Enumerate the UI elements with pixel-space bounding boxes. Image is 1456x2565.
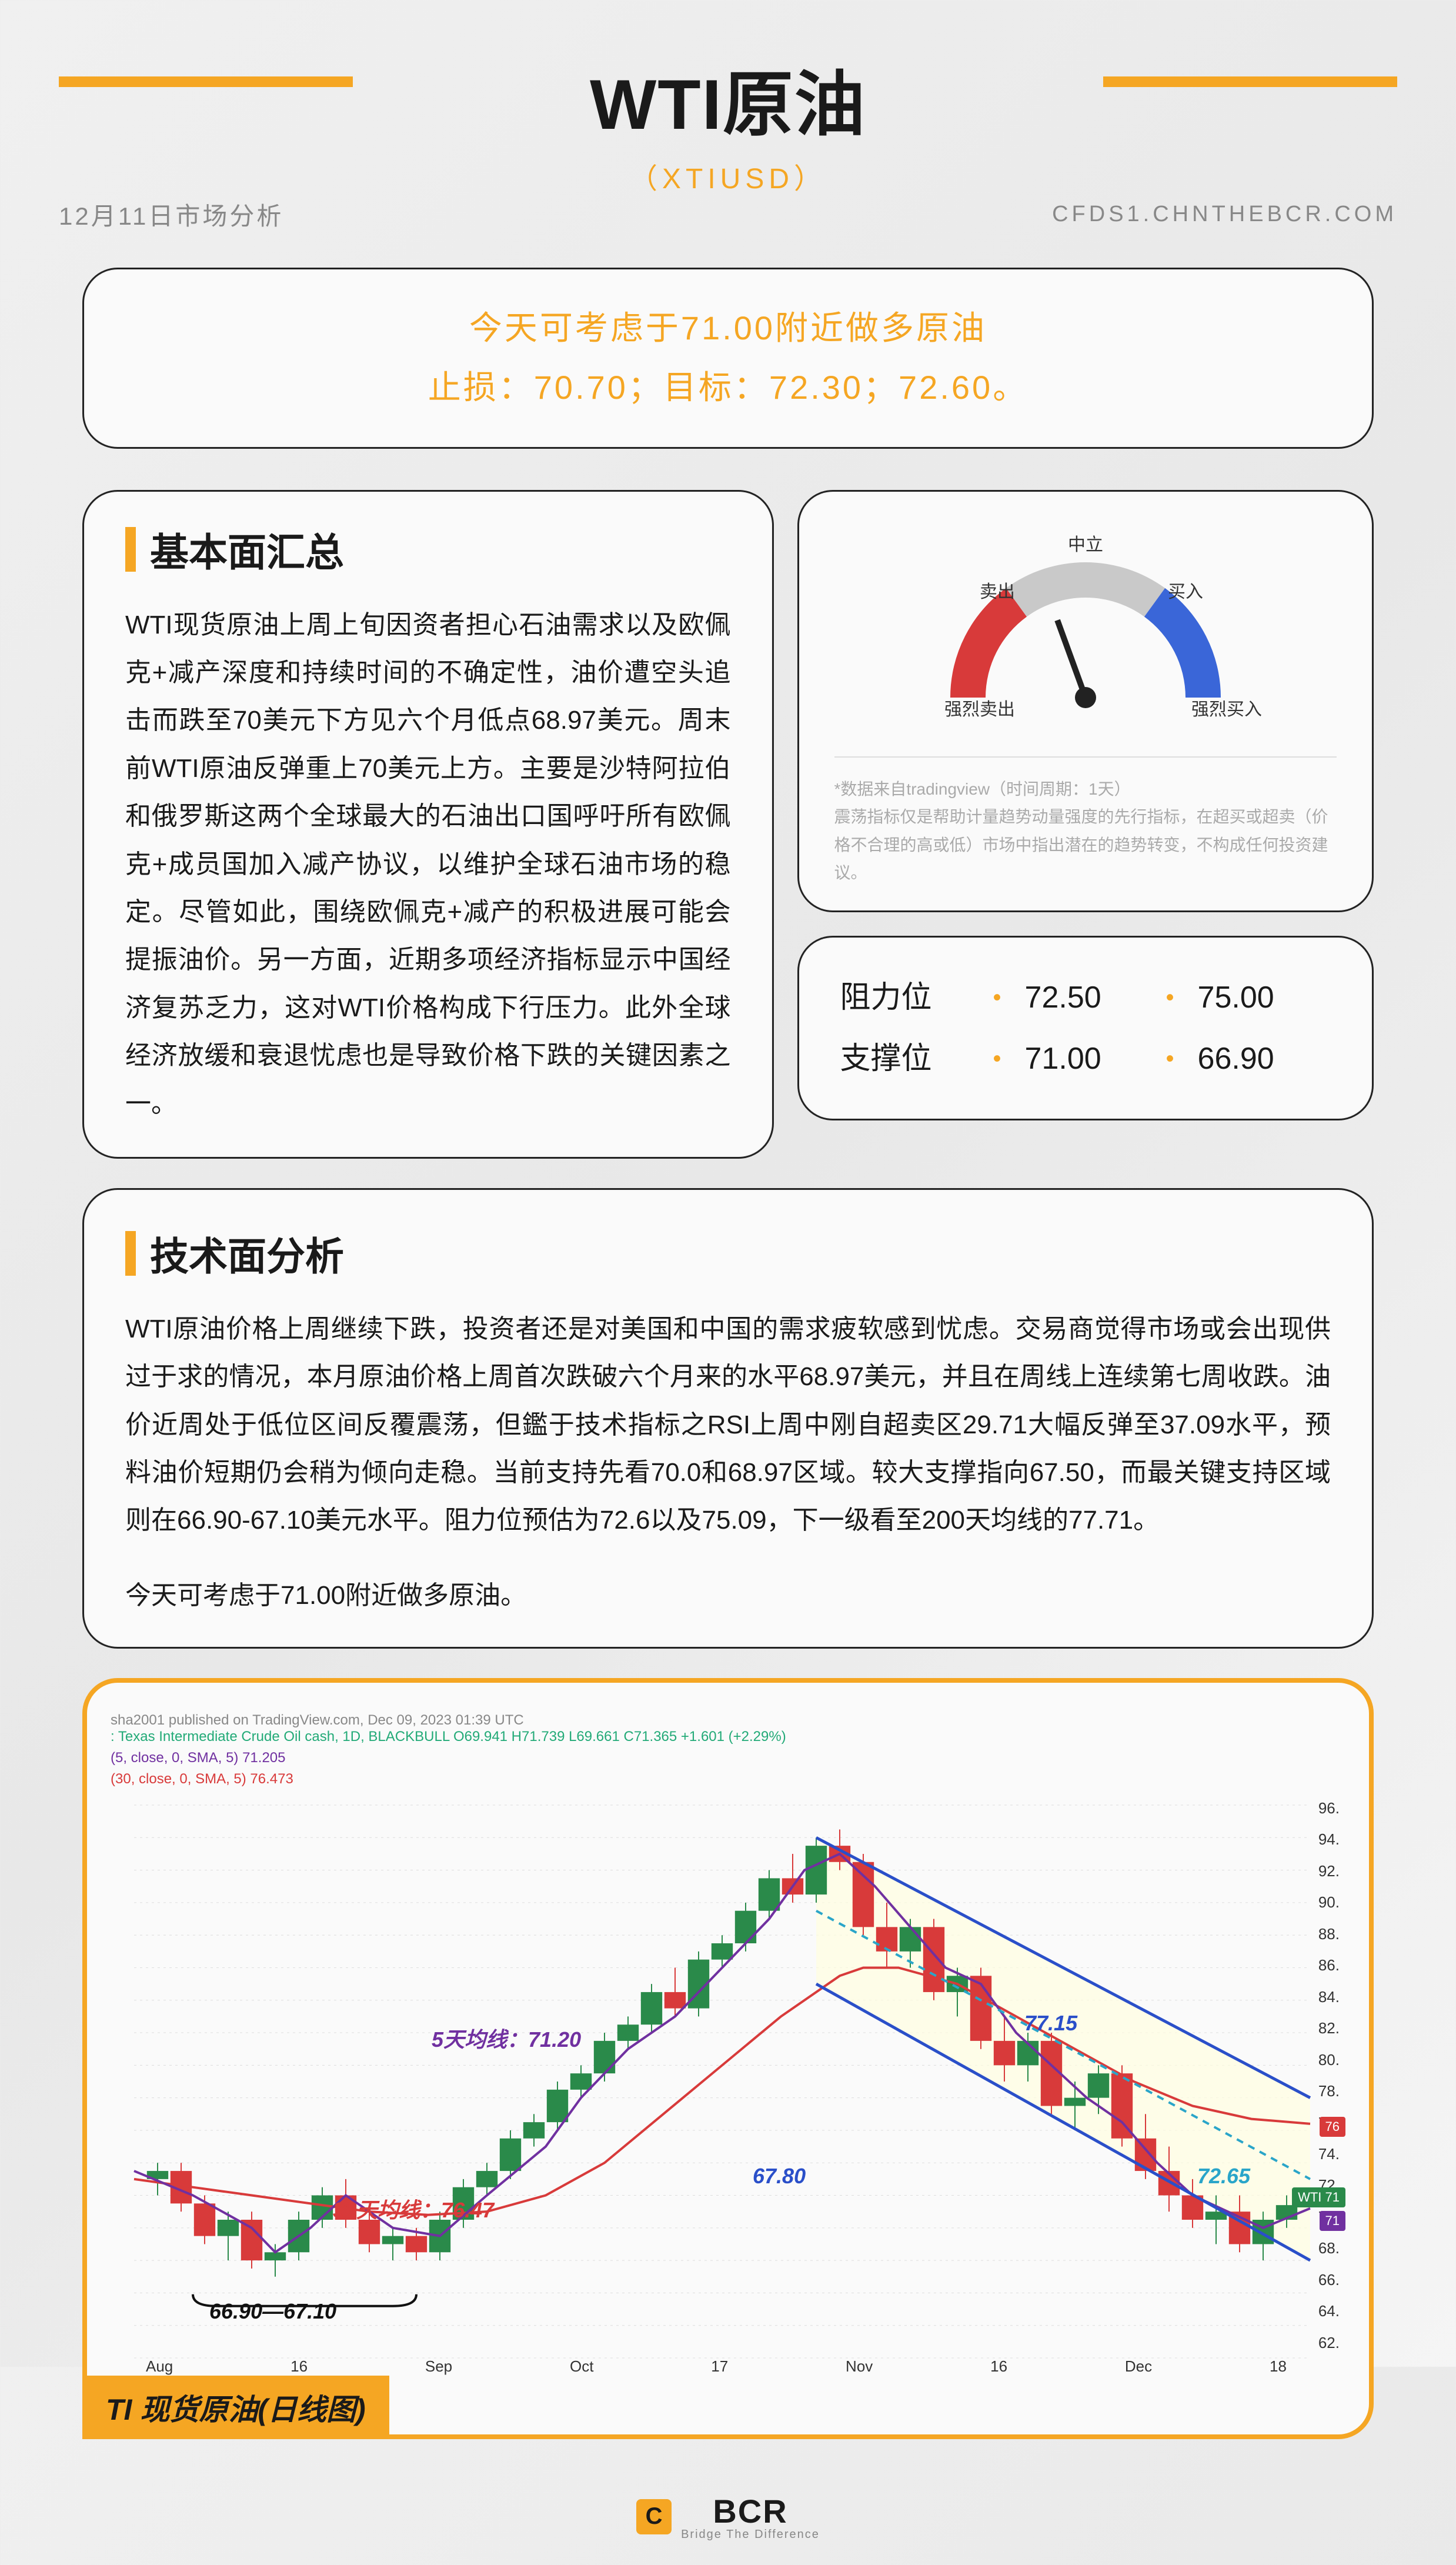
page-subtitle: （XTIUSD） <box>376 155 1080 196</box>
svg-text:强烈买入: 强烈买入 <box>1191 700 1262 719</box>
chart-annotation: 5天均线：71.20 <box>432 2023 581 2053</box>
site-url: CFDS1.CHNTHEBCR.COM <box>951 202 1397 227</box>
support-1: 71.00 <box>1025 1028 1143 1089</box>
chart-source: sha2001 published on TradingView.com, De… <box>111 1712 1345 1729</box>
levels-card: 阻力位 • 72.50 • 75.00 支撑位 • 71.00 • 66.90 <box>797 936 1374 1120</box>
bullet-icon: • <box>993 1035 1001 1082</box>
fundamentals-title: 基本面汇总 <box>150 521 344 578</box>
rec-line1: 今天可考虑于71.00附近做多原油 <box>125 299 1331 358</box>
logo-tagline: Bridge The Difference <box>681 2528 820 2541</box>
date-label: 12月11日市场分析 <box>59 196 505 232</box>
technical-text: WTI原油价格上周继续下跌，投资者还是对美国和中国的需求疲软感到忧虑。交易商觉得… <box>125 1305 1331 1545</box>
bullet-icon: • <box>1166 974 1174 1021</box>
price-tag: 71 <box>1320 2211 1345 2231</box>
support-label: 支撑位 <box>840 1028 970 1089</box>
y-axis: 96.94.92.90.88.86.84.82.80.78.76.74.72.7… <box>1293 1799 1340 2352</box>
resistance-1: 72.50 <box>1025 967 1143 1028</box>
page-title: WTI原油 <box>376 47 1080 149</box>
svg-text:买入: 买入 <box>1168 582 1203 602</box>
fundamentals-text: WTI现货原油上周上旬因资者担心石油需求以及欧佩克+减产深度和持续时间的不确定性… <box>125 601 731 1128</box>
accent-bar-left <box>59 76 353 87</box>
gauge-disclaimer: 震荡指标仅是帮助计量趋势动量强度的先行指标，在超买或超卖（价格不合理的高或低）市… <box>834 803 1337 887</box>
title-bar-icon <box>125 527 136 572</box>
bullet-icon: • <box>1166 1035 1174 1082</box>
chart-annotation: 67.80 <box>753 2164 806 2189</box>
resistance-2: 75.00 <box>1198 967 1315 1028</box>
title-bar-icon <box>125 1231 136 1276</box>
svg-text:卖出: 卖出 <box>980 582 1015 602</box>
logo-icon: C <box>636 2499 672 2534</box>
gauge-source: *数据来自tradingview（时间周期：1天） <box>834 775 1337 803</box>
chart-card: sha2001 published on TradingView.com, De… <box>82 1678 1374 2439</box>
logo-text: BCR <box>681 2492 820 2530</box>
rec-line2: 止损：70.70；目标：72.30；72.60。 <box>125 358 1331 418</box>
recommendation-card: 今天可考虑于71.00附近做多原油 止损：70.70；目标：72.30；72.6… <box>82 268 1374 449</box>
accent-bar-right <box>1103 76 1397 87</box>
chart-annotation: 66.90—67.10 <box>209 2299 336 2324</box>
chart-sma30: (30, close, 0, SMA, 5) 76.473 <box>111 1771 1345 1787</box>
price-tag: WTI 71 <box>1292 2187 1345 2207</box>
x-axis: Aug16SepOct17Nov16Dec18 <box>146 2357 1287 2376</box>
price-tag: 76 <box>1320 2117 1345 2137</box>
gauge-card: 强烈卖出 卖出 中立买入强烈买入 *数据来自tradingview（时间周期：1天）… <box>797 490 1374 912</box>
chart-annotation: 72.65 <box>1197 2164 1250 2189</box>
chart-badge: TI 现货原油(日线图) <box>82 2376 389 2439</box>
technical-title: 技术面分析 <box>150 1225 344 1282</box>
resistance-label: 阻力位 <box>840 967 970 1028</box>
technical-footer: 今天可考虑于71.00附近做多原油。 <box>125 1574 1331 1612</box>
bullet-icon: • <box>993 974 1001 1021</box>
chart-annotation: 30天均线：76.47 <box>333 2193 494 2224</box>
support-2: 66.90 <box>1198 1028 1315 1089</box>
sentiment-gauge: 强烈卖出 卖出 中立买入强烈买入 <box>874 521 1297 733</box>
chart-sma5: (5, close, 0, SMA, 5) 71.205 <box>111 1750 1345 1766</box>
chart-annotation: 77.15 <box>1024 2011 1077 2036</box>
svg-text:强烈卖出: 强烈卖出 <box>944 700 1015 719</box>
chart-instrument: : Texas Intermediate Crude Oil cash, 1D,… <box>111 1729 1345 1745</box>
technical-card: 技术面分析 WTI原油价格上周继续下跌，投资者还是对美国和中国的需求疲软感到忧虑… <box>82 1188 1374 1649</box>
fundamentals-card: 基本面汇总 WTI现货原油上周上旬因资者担心石油需求以及欧佩克+减产深度和持续时… <box>82 490 774 1159</box>
footer: C BCR Bridge The Difference <box>59 2474 1397 2541</box>
svg-text:中立: 中立 <box>1068 535 1103 555</box>
